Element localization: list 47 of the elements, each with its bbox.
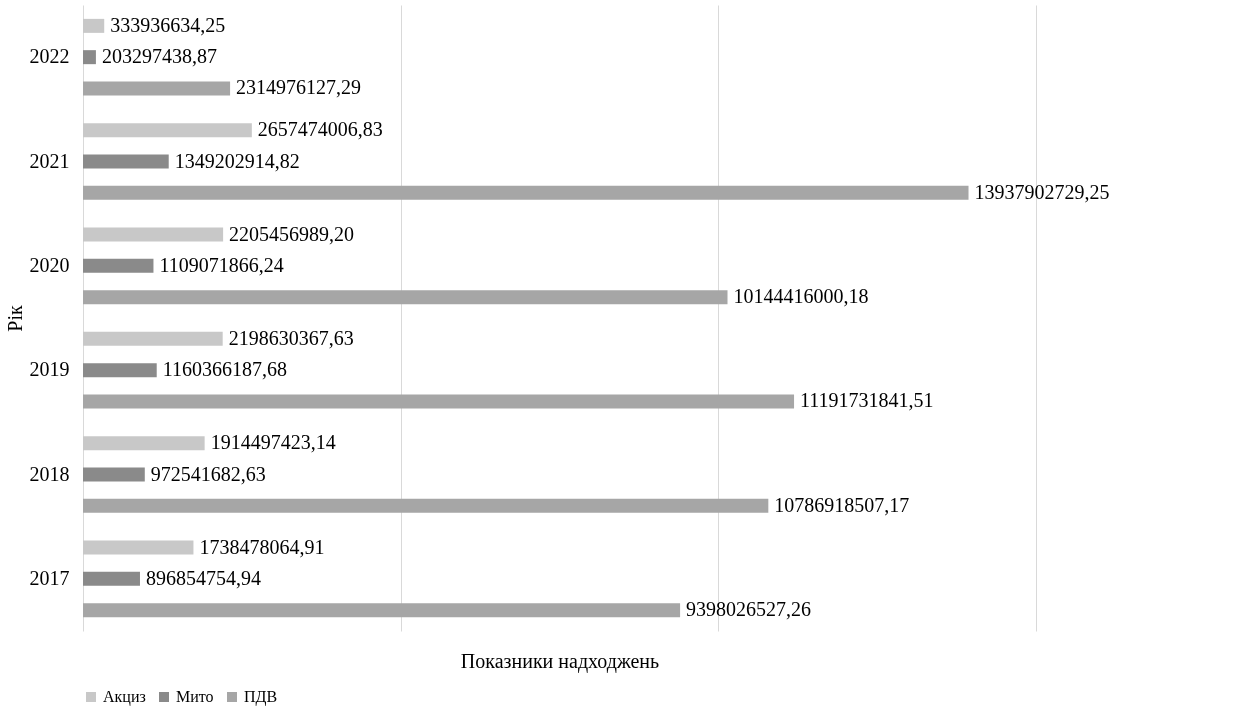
data-label: 1109071866,24 [159, 253, 284, 276]
data-label: 10786918507,17 [774, 493, 910, 516]
bar [83, 363, 157, 378]
data-label: 2198630367,63 [228, 326, 354, 349]
bar [83, 394, 795, 409]
y-tick-label: 2021 [29, 149, 70, 172]
data-label: 11191731841,51 [800, 389, 934, 412]
bar [83, 498, 769, 513]
bar [83, 436, 205, 451]
data-label: 10144416000,18 [733, 285, 869, 308]
bar [83, 603, 681, 618]
bar [83, 540, 194, 555]
y-axis-title: Рік [3, 305, 26, 332]
bar [83, 331, 223, 346]
bar [83, 185, 969, 200]
bar [83, 50, 96, 65]
data-label: 896854754,94 [145, 566, 261, 589]
data-label: 203297438,87 [101, 45, 217, 68]
bar [83, 81, 231, 96]
data-label: 2314976127,29 [236, 76, 362, 99]
legend-label: Акциз [103, 688, 146, 706]
data-label: 1738478064,91 [199, 535, 325, 558]
bar [83, 227, 224, 242]
data-label: 9398026527,26 [686, 598, 812, 621]
y-tick-label: 2018 [29, 462, 70, 485]
bar [83, 467, 145, 482]
data-label: 333936634,25 [110, 13, 226, 36]
legend-label: ПДВ [244, 688, 278, 706]
y-tick-label: 2017 [29, 566, 70, 589]
y-tick-label: 2020 [29, 253, 70, 276]
data-label: 2657474006,83 [257, 118, 383, 141]
bar [83, 123, 252, 138]
bar [83, 154, 169, 169]
data-label: 1349202914,82 [174, 149, 300, 172]
bar [83, 18, 105, 33]
x-axis-title: Показники надходжень [460, 649, 660, 673]
data-label: 972541682,63 [150, 462, 266, 485]
data-label: 1914497423,14 [210, 431, 336, 454]
y-tick-label: 2019 [29, 358, 70, 381]
y-tick-label: 2022 [29, 45, 70, 68]
bar [83, 290, 728, 305]
legend-label: Мито [176, 688, 214, 705]
bar [83, 258, 154, 273]
bar [83, 571, 140, 586]
data-label: 2205456989,20 [229, 222, 355, 245]
data-label: 1160366187,68 [162, 358, 287, 381]
data-label: 13937902729,25 [974, 180, 1110, 203]
